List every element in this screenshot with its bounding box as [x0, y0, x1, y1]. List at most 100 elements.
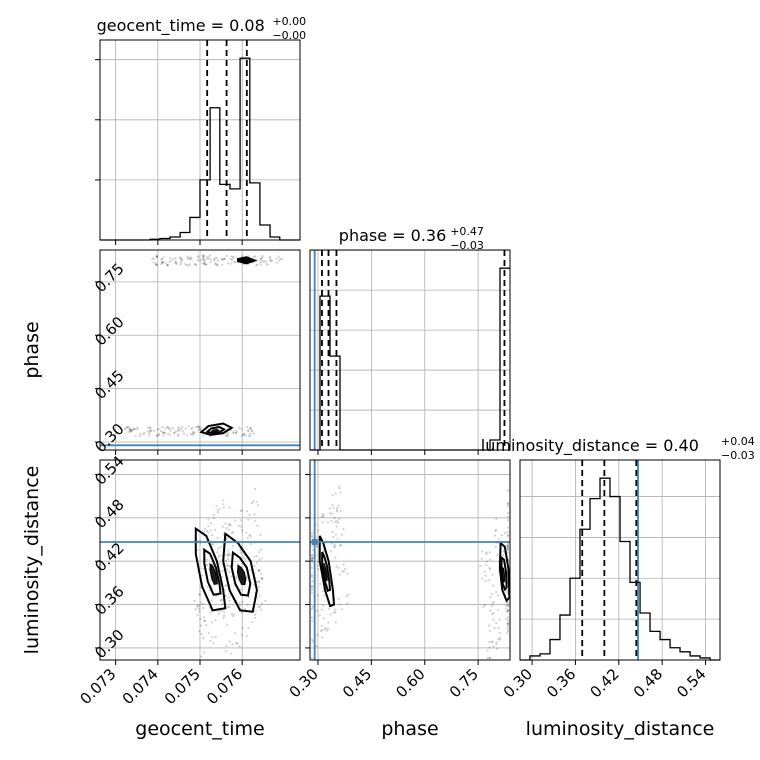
sample-point: [148, 426, 151, 429]
y-tick-label: 0.42: [91, 539, 127, 575]
sample-point: [207, 525, 210, 528]
sample-point: [163, 432, 166, 435]
contour-outer: [236, 256, 258, 265]
sample-point: [488, 640, 491, 644]
sample-point: [207, 531, 210, 534]
sample-point: [156, 263, 159, 267]
sample-point: [148, 429, 151, 433]
sample-point: [258, 580, 261, 583]
sample-point: [262, 260, 265, 263]
sample-point: [505, 610, 508, 613]
sample-point: [170, 259, 173, 262]
sample-point: [488, 579, 491, 582]
sample-point: [161, 425, 164, 428]
sample-point: [231, 256, 235, 259]
sample-point: [162, 431, 165, 434]
x-axis-label-luminosity_distance: luminosity_distance: [526, 718, 715, 740]
sample-point: [203, 651, 206, 654]
sample-point: [228, 570, 231, 573]
sample-point: [179, 263, 182, 266]
sample-point: [227, 552, 231, 555]
sample-point: [206, 585, 209, 588]
sample-point: [221, 609, 224, 612]
sample-point: [223, 257, 227, 260]
sample-point: [501, 554, 505, 557]
sample-point: [238, 645, 241, 648]
sample-point: [316, 594, 320, 597]
sample-point: [199, 426, 202, 429]
x-axis-label-phase: phase: [381, 718, 438, 740]
sample-point: [207, 256, 210, 259]
sample-point: [228, 605, 231, 608]
sample-point: [241, 255, 244, 258]
sample-point: [185, 434, 189, 437]
sample-point: [493, 534, 496, 537]
sample-point: [341, 570, 344, 573]
sample-point: [484, 579, 487, 582]
sample-point: [334, 608, 337, 611]
sample-point: [342, 563, 345, 566]
sample-point: [506, 502, 510, 505]
panel-title: geocent_time = 0.08 +0.00−0.00: [97, 15, 307, 42]
sample-point: [187, 257, 191, 260]
sample-point: [155, 254, 158, 257]
sample-point: [231, 615, 235, 618]
sample-point: [165, 263, 169, 267]
sample-point: [130, 429, 133, 432]
sample-point: [174, 260, 177, 263]
sample-point: [488, 646, 491, 649]
sample-point: [259, 608, 263, 611]
sample-point: [481, 550, 484, 553]
sample-point: [496, 594, 500, 597]
sample-point: [222, 506, 225, 509]
sample-point: [334, 556, 337, 559]
sample-point: [268, 255, 272, 258]
sample-point: [199, 259, 202, 262]
sample-point: [215, 263, 218, 266]
sample-point: [160, 257, 163, 261]
sample-point: [320, 608, 324, 612]
x-tick-label: 0.075: [161, 665, 204, 708]
title-plus: +0.47: [450, 225, 484, 238]
sample-point: [123, 428, 126, 431]
axis-frame: [519, 459, 721, 661]
sample-point: [228, 640, 231, 643]
sample-point: [246, 510, 249, 513]
sample-point: [252, 583, 256, 586]
sample-point: [201, 258, 204, 262]
sample-point: [322, 617, 325, 620]
sample-point: [186, 257, 189, 260]
sample-point: [226, 434, 229, 437]
sample-point: [506, 511, 510, 515]
sample-point: [323, 594, 326, 597]
sample-point: [494, 529, 497, 532]
axis-frame: [309, 459, 511, 661]
sample-point: [342, 527, 345, 531]
sample-point: [128, 428, 131, 431]
sample-point: [129, 429, 132, 432]
sample-point: [260, 557, 264, 560]
sample-point: [216, 264, 219, 267]
sample-point: [337, 504, 340, 507]
sample-point: [216, 536, 219, 540]
sample-point: [209, 522, 212, 525]
sample-point: [245, 576, 249, 579]
sample-point: [250, 502, 253, 505]
sample-point: [492, 611, 495, 615]
sample-point: [230, 612, 233, 616]
sample-point: [506, 546, 510, 549]
sample-point: [184, 427, 187, 430]
sample-point: [228, 523, 231, 527]
sample-point: [488, 551, 491, 554]
sample-point: [257, 585, 261, 589]
sample-point: [227, 432, 230, 435]
sample-point: [491, 640, 494, 644]
sample-point: [338, 487, 341, 490]
sample-point: [222, 499, 225, 502]
sample-point: [345, 594, 348, 598]
sample-point: [197, 425, 200, 428]
sample-point: [242, 433, 245, 436]
sample-point: [175, 262, 178, 265]
sample-point: [215, 257, 218, 260]
sample-point: [221, 569, 224, 572]
